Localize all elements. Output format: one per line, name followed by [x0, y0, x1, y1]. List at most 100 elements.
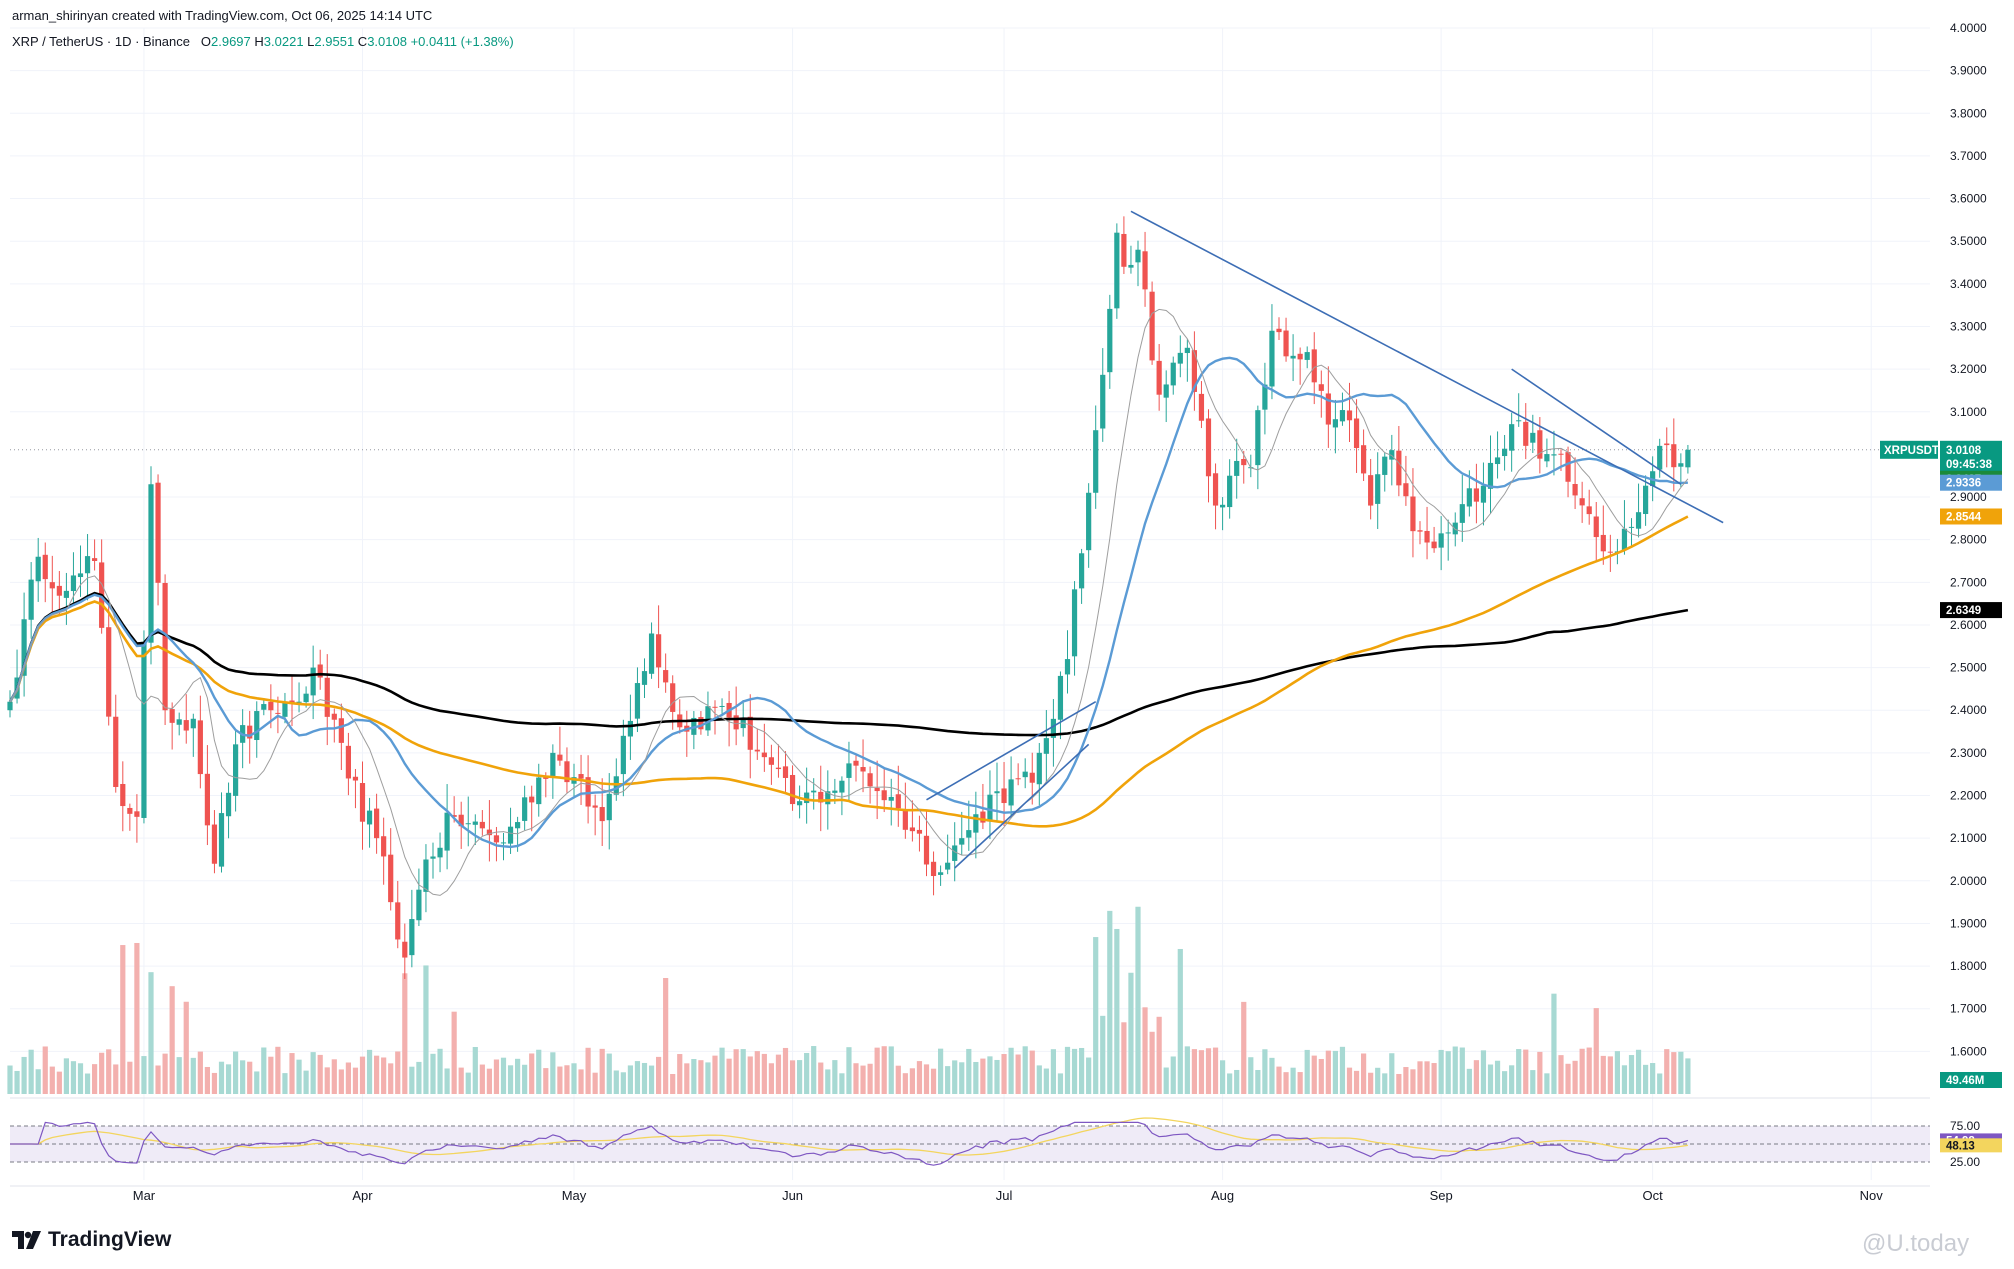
- price-tag: XRPUSDT 3.0108 09:45:38: [1880, 440, 2002, 473]
- volume-bar: [804, 1052, 810, 1094]
- volume-bar: [550, 1052, 556, 1094]
- candle-body: [113, 716, 119, 787]
- volume-bar: [1459, 1047, 1465, 1094]
- candle-body: [768, 757, 774, 765]
- time-tick-label: Aug: [1211, 1188, 1234, 1203]
- volume-bar: [1001, 1054, 1007, 1094]
- volume-bar: [585, 1047, 591, 1094]
- candle-body: [909, 827, 915, 832]
- volume-bar: [472, 1046, 478, 1094]
- volume-bar: [1445, 1051, 1451, 1094]
- candle-body: [1339, 410, 1346, 422]
- volume-bar: [190, 1057, 196, 1094]
- volume-bar: [1643, 1064, 1649, 1094]
- volume-bar: [409, 1066, 415, 1094]
- candle-body: [592, 805, 598, 808]
- volume-bar: [930, 1068, 937, 1094]
- volume-bar: [923, 1064, 930, 1094]
- candle-body: [846, 763, 852, 778]
- volume-bar: [1516, 1049, 1522, 1094]
- volume-bar: [1142, 1007, 1148, 1094]
- time-tick-label: Apr: [352, 1188, 373, 1203]
- volume-bar: [966, 1048, 972, 1094]
- volume-bar: [1212, 1047, 1219, 1094]
- candle-body: [49, 582, 55, 589]
- volume-bar: [1248, 1057, 1254, 1094]
- price-tick-label: 1.7000: [1950, 1002, 1987, 1016]
- candle-body: [1438, 533, 1444, 548]
- price-tick-label: 4.0000: [1950, 21, 1987, 35]
- candle-body: [70, 575, 77, 592]
- candle-body: [1036, 752, 1042, 785]
- candle-body: [1163, 384, 1169, 398]
- candle-body: [1227, 475, 1233, 508]
- price-tag: 2.9336: [1940, 474, 2002, 491]
- ma-200-line: [8, 591, 1689, 737]
- candlesticks: [7, 216, 1691, 979]
- candle-body: [1424, 530, 1430, 543]
- volume-bar: [1156, 1016, 1162, 1094]
- volume-bar: [599, 1048, 605, 1094]
- volume-bar: [895, 1065, 901, 1094]
- candle-body: [1685, 449, 1691, 468]
- last-price-value: 3.0108: [1946, 445, 1982, 457]
- volume-bar: [1043, 1068, 1049, 1094]
- candle-body: [712, 706, 718, 708]
- candle-body: [500, 842, 507, 844]
- volume-bar: [1283, 1072, 1289, 1094]
- volume-bar: [1318, 1058, 1324, 1094]
- volume-bar: [768, 1063, 774, 1094]
- volume-bar: [486, 1068, 492, 1094]
- volume-bar: [712, 1055, 718, 1094]
- volume-bar: [35, 1069, 41, 1094]
- logo-text: TradingView: [48, 1228, 172, 1251]
- volume-bar: [1332, 1050, 1338, 1094]
- volume-bar: [183, 1001, 189, 1094]
- time-tick-label: Mar: [133, 1188, 156, 1203]
- volume-bar: [120, 945, 126, 1094]
- price-tick-label: 3.8000: [1950, 106, 1987, 120]
- volume-bar: [797, 1060, 803, 1094]
- volume-bar: [888, 1046, 894, 1094]
- volume-bar: [571, 1063, 577, 1094]
- candle-body: [1375, 474, 1381, 504]
- low-label: L: [307, 34, 315, 49]
- candle-body: [733, 715, 739, 730]
- volume-bar: [42, 1046, 48, 1094]
- volume-bar: [458, 1067, 464, 1094]
- candle-body: [825, 791, 831, 805]
- volume-bar: [1205, 1048, 1212, 1094]
- volume-bar: [317, 1054, 323, 1094]
- candle-body: [747, 716, 753, 750]
- candle-body: [620, 735, 626, 775]
- volume-bar: [959, 1062, 965, 1094]
- candle-body: [1086, 492, 1092, 551]
- candle-body: [176, 719, 182, 725]
- rsi-tag: 48.13: [1940, 1138, 2002, 1153]
- candle-body: [1431, 541, 1437, 549]
- candle-body: [465, 823, 471, 825]
- volume-bar: [1086, 1057, 1092, 1094]
- candle-body: [155, 482, 161, 583]
- volume-bar: [155, 1065, 161, 1094]
- volume-bar: [1234, 1069, 1240, 1094]
- candle-body: [1473, 488, 1479, 502]
- candle-body: [606, 793, 612, 821]
- candle-body: [1205, 418, 1212, 477]
- volume-bar: [254, 1071, 260, 1094]
- volume-bar: [310, 1052, 316, 1094]
- tradingview-logo[interactable]: TradingView: [12, 1228, 171, 1252]
- candle-body: [1325, 393, 1331, 425]
- candle-body: [775, 767, 782, 770]
- candle-body: [197, 720, 203, 775]
- candle-body: [134, 811, 140, 817]
- volume-bar: [1537, 1051, 1543, 1094]
- volume-bar: [1057, 1073, 1064, 1094]
- volume-bars: [7, 906, 1691, 1094]
- candle-body: [1297, 353, 1303, 360]
- volume-bar: [1614, 1051, 1620, 1094]
- volume-bar: [747, 1056, 753, 1094]
- volume-bar: [1586, 1047, 1592, 1094]
- candle-body: [1635, 512, 1642, 529]
